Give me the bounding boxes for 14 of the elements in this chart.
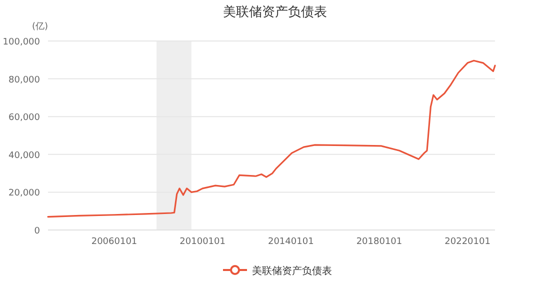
y-tick-label: 40,000	[8, 150, 40, 161]
legend-label: 美联储资产负债表	[252, 265, 332, 277]
y-axis-title: (亿)	[32, 21, 48, 32]
x-tick-label: 20060101	[91, 237, 138, 247]
y-tick-label: 60,000	[8, 113, 40, 124]
y-tick-label: 20,000	[8, 188, 40, 199]
x-tick-label: 20140101	[268, 237, 314, 247]
x-tick-label: 20220101	[444, 237, 490, 247]
y-tick-label: 100,000	[2, 38, 40, 48]
y-tick-label: 80,000	[8, 75, 40, 86]
chart-title: 美联储资产负债表	[223, 4, 327, 20]
x-tick-label: 20180101	[356, 237, 402, 247]
x-tick-label: 20100101	[180, 237, 226, 247]
y-tick-label: 0	[34, 226, 40, 236]
